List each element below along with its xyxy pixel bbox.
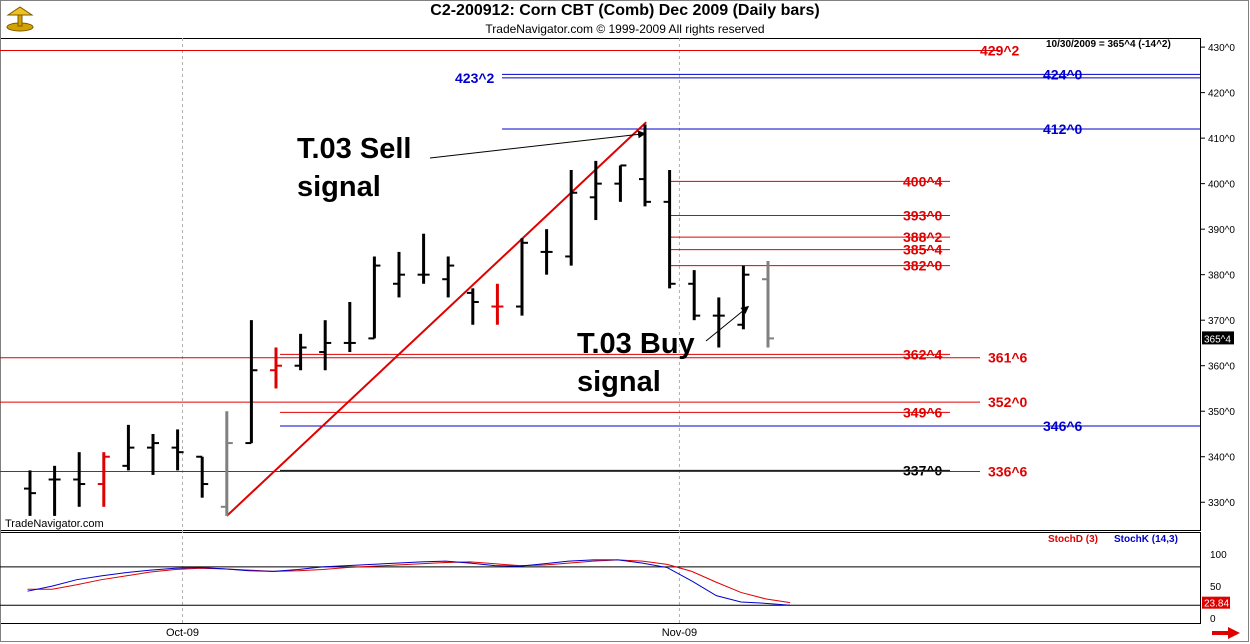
level-label: 352^0 — [988, 394, 1028, 410]
level-label: 429^2 — [980, 43, 1020, 59]
y-tick-label: 340^0 — [1208, 453, 1235, 464]
stoch-series-line — [27, 559, 791, 606]
last-price-label: 365^4 — [1204, 334, 1231, 345]
price-bar — [540, 229, 553, 275]
annotation-arrow — [705, 305, 750, 342]
signal-annotation-text: signal — [297, 171, 381, 203]
price-bar — [368, 256, 381, 340]
price-bar — [466, 288, 479, 325]
y-tick-label: 370^0 — [1208, 316, 1235, 327]
stoch-legend-d: StochD (3) — [1048, 534, 1098, 545]
signal-annotation-text: T.03 Sell — [297, 133, 411, 165]
level-label: 337^0 — [903, 462, 943, 478]
annotation-arrow — [429, 130, 646, 159]
price-bar — [417, 233, 430, 284]
price-bar — [343, 301, 356, 353]
level-label: 349^6 — [903, 404, 943, 420]
price-bar — [48, 465, 61, 516]
chart-title: C2-200912: Corn CBT (Comb) Dec 2009 (Dai… — [430, 2, 820, 19]
level-label: 346^6 — [1043, 418, 1083, 434]
price-bar — [712, 297, 725, 348]
price-bar — [171, 429, 184, 471]
price-bar — [220, 411, 233, 516]
price-bar — [491, 283, 504, 325]
price-bar — [589, 160, 602, 221]
signal-annotation-text: T.03 Buy — [577, 328, 695, 360]
stoch-tick-label: 0 — [1210, 614, 1216, 625]
price-bar — [196, 455, 209, 498]
level-label: 388^2 — [903, 229, 943, 245]
stoch-series-line — [27, 559, 791, 604]
price-bar — [122, 424, 135, 471]
stoch-tick-label: 100 — [1210, 550, 1227, 561]
price-bar — [97, 452, 110, 507]
level-label: 400^4 — [903, 173, 943, 189]
level-label: 336^6 — [988, 464, 1028, 480]
x-axis-label: Nov-09 — [662, 627, 697, 639]
y-tick-label: 330^0 — [1208, 498, 1235, 509]
y-tick-label: 350^0 — [1208, 407, 1235, 418]
level-label: 382^0 — [903, 258, 943, 274]
price-bar — [393, 251, 405, 298]
price-bar — [565, 169, 578, 266]
price-bar — [688, 270, 701, 321]
stoch-tick-label: 50 — [1210, 582, 1222, 593]
level-label: 423^2 — [455, 70, 495, 86]
price-bar — [442, 256, 455, 298]
level-label: 361^6 — [988, 350, 1028, 366]
price-bar — [319, 320, 332, 371]
stoch-last-label: 23.84 — [1204, 599, 1229, 610]
trade-navigator-logo-icon[interactable] — [4, 3, 36, 38]
y-tick-label: 410^0 — [1208, 134, 1235, 145]
y-tick-label: 360^0 — [1208, 362, 1235, 373]
stoch-legend-k: StochK (14,3) — [1114, 534, 1178, 545]
level-label: 412^0 — [1043, 121, 1083, 137]
price-bar — [762, 261, 774, 348]
level-label: 424^0 — [1043, 66, 1083, 82]
price-bar — [294, 333, 307, 371]
price-bar — [663, 169, 676, 289]
level-label: 362^4 — [903, 346, 943, 362]
y-tick-label: 400^0 — [1208, 180, 1235, 191]
price-bar — [24, 470, 36, 516]
price-bar — [516, 238, 528, 316]
price-bar — [614, 164, 627, 202]
price-bar — [737, 265, 750, 330]
last-bar-info: 10/30/2009 = 365^4 (-14^2) — [1046, 39, 1171, 50]
scroll-right-arrow-icon[interactable] — [1212, 626, 1240, 639]
watermark-text: TradeNavigator.com — [5, 518, 104, 530]
price-bar — [73, 452, 86, 507]
y-tick-label: 430^0 — [1208, 43, 1235, 54]
y-tick-label: 380^0 — [1208, 271, 1235, 282]
level-label: 393^0 — [903, 208, 943, 224]
last-price-marker — [1202, 331, 1234, 345]
price-bar — [245, 320, 258, 445]
price-bar — [147, 433, 159, 475]
price-bar — [270, 347, 282, 389]
stoch-last-marker — [1202, 596, 1230, 609]
y-tick-label: 420^0 — [1208, 89, 1235, 100]
y-tick-label: 390^0 — [1208, 225, 1235, 236]
signal-annotation-text: signal — [577, 366, 661, 398]
level-label: 385^4 — [903, 242, 943, 258]
chart-subtitle: TradeNavigator.com © 1999-2009 All right… — [485, 22, 765, 36]
trendline — [226, 121, 647, 517]
price-panel-frame — [0, 38, 1201, 531]
stoch-panel-frame — [0, 532, 1201, 624]
x-axis-label: Oct-09 — [166, 627, 199, 639]
